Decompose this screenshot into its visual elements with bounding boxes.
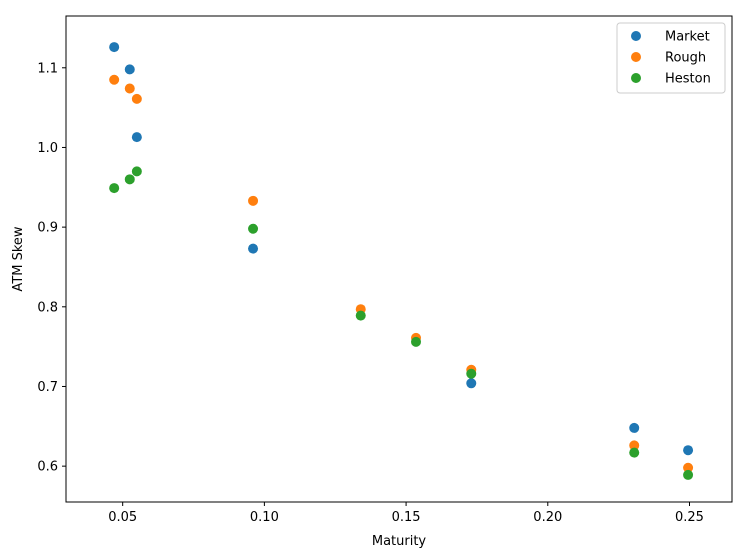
x-axis-label: Maturity <box>372 534 427 549</box>
point-market <box>124 64 135 75</box>
point-rough <box>629 440 640 451</box>
point-rough <box>124 83 135 94</box>
point-market <box>109 42 120 53</box>
legend-marker <box>631 73 641 83</box>
data-points <box>109 42 694 480</box>
y-tick-label: 1.0 <box>37 141 58 156</box>
point-market <box>248 243 259 254</box>
legend-label: Market <box>665 30 710 45</box>
legend: Market Rough Heston <box>616 22 726 94</box>
legend-label: Rough <box>665 51 706 66</box>
legend-box <box>616 22 726 94</box>
y-tick-label: 0.6 <box>37 460 58 475</box>
point-heston <box>683 469 694 480</box>
legend-label: Heston <box>665 72 711 87</box>
series-heston <box>109 166 694 480</box>
x-tick-label: 0.25 <box>675 510 704 525</box>
point-heston <box>131 166 142 177</box>
x-tick-label: 0.15 <box>392 510 421 525</box>
point-heston <box>466 368 477 379</box>
x-axis: 0.05 0.10 0.15 0.20 0.25 <box>108 502 704 525</box>
point-market <box>131 132 142 143</box>
legend-marker <box>631 31 641 41</box>
point-heston <box>109 183 120 194</box>
point-heston <box>355 310 366 321</box>
y-axis-label: ATM Skew <box>11 226 26 291</box>
point-rough <box>683 462 694 473</box>
series-market <box>109 42 694 456</box>
point-market <box>466 378 477 389</box>
y-tick-label: 0.7 <box>37 380 58 395</box>
plot-frame <box>65 15 733 503</box>
x-tick-label: 0.10 <box>250 510 279 525</box>
y-axis: 0.6 0.7 0.8 0.9 1.0 1.1 <box>37 61 66 475</box>
x-tick-label: 0.20 <box>533 510 562 525</box>
point-heston <box>124 174 135 185</box>
x-tick-label: 0.05 <box>108 510 137 525</box>
legend-marker <box>631 52 641 62</box>
point-heston <box>411 336 422 347</box>
y-tick-label: 0.8 <box>37 300 58 315</box>
point-heston <box>629 447 640 458</box>
point-rough <box>109 74 120 85</box>
point-rough <box>131 93 142 104</box>
point-rough <box>248 195 259 206</box>
point-market <box>683 445 694 456</box>
y-tick-label: 1.1 <box>37 61 58 76</box>
y-tick-label: 0.9 <box>37 221 58 236</box>
point-heston <box>248 223 259 234</box>
point-market <box>629 422 640 433</box>
series-rough <box>109 74 694 473</box>
